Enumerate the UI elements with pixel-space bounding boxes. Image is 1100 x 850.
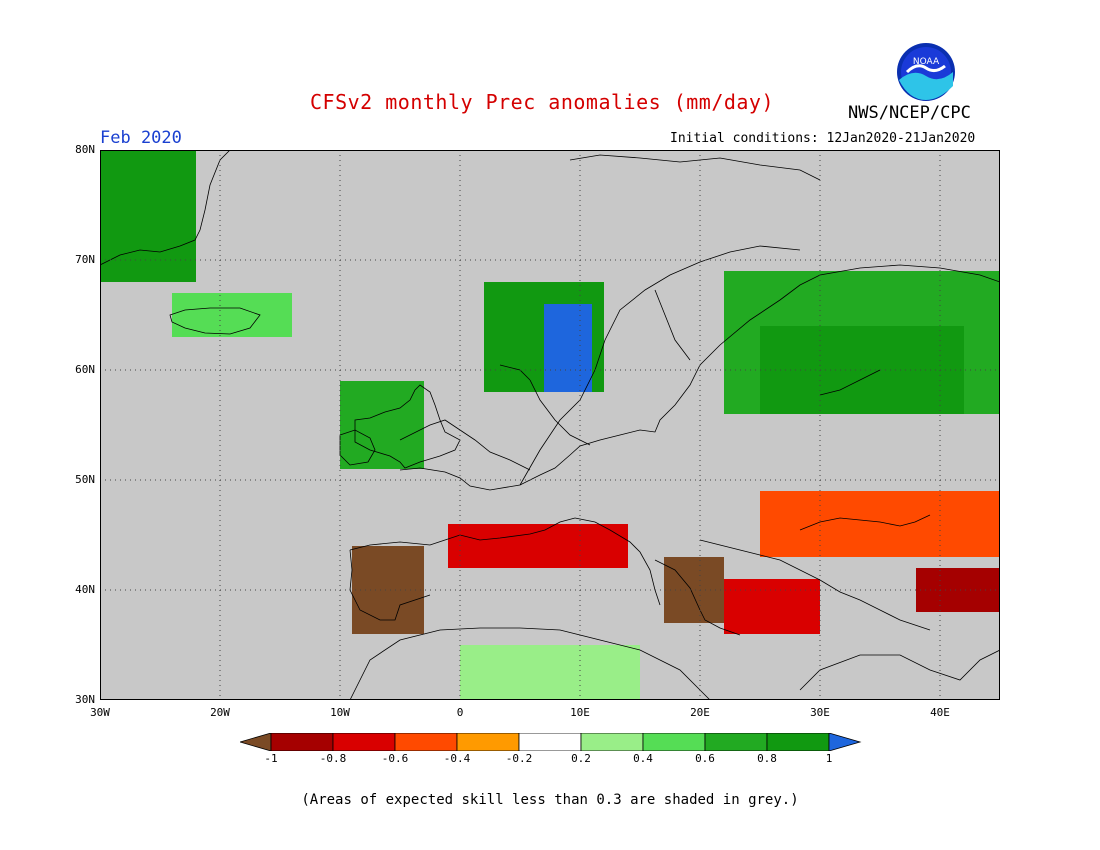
colorbar-tick-label: -0.8 <box>319 752 347 765</box>
graticule <box>100 150 1000 700</box>
noaa-logo: NOAA <box>897 43 955 101</box>
lon-label: 20W <box>210 706 230 719</box>
colorbar-tick-label: -0.4 <box>443 752 471 765</box>
lon-label: 30W <box>90 706 110 719</box>
colorbar-segment <box>766 733 830 751</box>
colorbar-tick-label: 0.4 <box>633 752 653 765</box>
colorbar-segment <box>518 733 582 751</box>
colorbar <box>240 733 862 751</box>
colorbar-upper-arrow <box>828 733 862 751</box>
anomaly-region-12 <box>760 491 1000 557</box>
colorbar-tick-label: 0.6 <box>695 752 715 765</box>
colorbar-segment <box>456 733 520 751</box>
colorbar-tick-label: 1 <box>825 752 833 765</box>
anomaly-region-8 <box>448 524 628 568</box>
anomaly-region-5 <box>172 293 292 337</box>
no-skill-background <box>100 150 1000 700</box>
lon-label: 10W <box>330 706 350 719</box>
anomaly-region-13 <box>460 645 640 700</box>
precip-anomaly-map <box>100 150 1000 700</box>
lat-label: 70N <box>75 253 95 266</box>
colorbar-segment <box>270 733 334 751</box>
lat-label: 30N <box>75 693 95 706</box>
anomaly-region-7 <box>352 546 424 634</box>
lat-label: 50N <box>75 473 95 486</box>
lat-label: 80N <box>75 143 95 156</box>
anomaly-region-10 <box>724 579 820 634</box>
colorbar-tick-label: -0.2 <box>505 752 533 765</box>
anomaly-region-11 <box>916 568 1000 612</box>
lon-label: 0 <box>456 706 464 719</box>
lon-label: 30E <box>810 706 830 719</box>
skill-footnote: (Areas of expected skill less than 0.3 a… <box>301 792 799 808</box>
colorbar-segment <box>580 733 644 751</box>
anomaly-region-4 <box>100 150 196 282</box>
lon-label: 20E <box>690 706 710 719</box>
colorbar-segment <box>704 733 768 751</box>
initial-conditions-label: Initial conditions: 12Jan2020-21Jan2020 <box>670 131 976 146</box>
colorbar-segment <box>394 733 458 751</box>
anomaly-region-9 <box>664 557 724 623</box>
colorbar-tick-label: -0.6 <box>381 752 409 765</box>
colorbar-segment <box>332 733 396 751</box>
chart-title: CFSv2 monthly Prec anomalies (mm/day) <box>310 90 775 114</box>
colorbar-lower-arrow <box>240 733 272 751</box>
colorbar-segment <box>642 733 706 751</box>
lat-label: 60N <box>75 363 95 376</box>
colorbar-tick-label: -1 <box>264 752 278 765</box>
anomaly-region-1 <box>544 304 592 392</box>
organization-label: NWS/NCEP/CPC <box>848 103 971 123</box>
lon-label: 40E <box>930 706 950 719</box>
colorbar-tick-label: 0.2 <box>571 752 591 765</box>
forecast-month: Feb 2020 <box>100 128 182 148</box>
lat-label: 40N <box>75 583 95 596</box>
anomaly-region-6 <box>340 381 424 469</box>
logo-text: NOAA <box>913 57 940 67</box>
colorbar-tick-label: 0.8 <box>757 752 777 765</box>
lon-label: 10E <box>570 706 590 719</box>
